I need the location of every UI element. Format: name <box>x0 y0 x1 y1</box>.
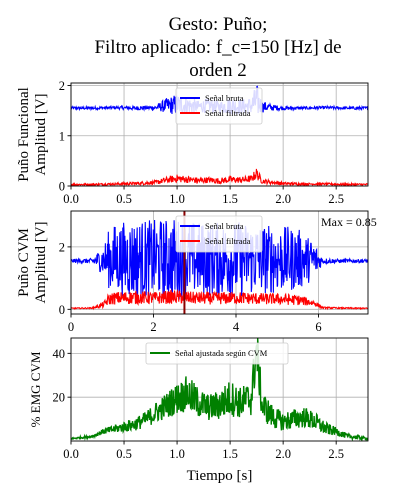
legend-entry-0: Señal bruta <box>205 93 244 103</box>
x-tick-label: 0.0 <box>63 447 79 461</box>
x-tick-label: 0.5 <box>116 192 132 206</box>
y-tick-label: 40 <box>53 347 66 361</box>
x-tick-label: 2.5 <box>328 192 344 206</box>
x-tick-label: 2.0 <box>275 192 291 206</box>
y-axis-label: % EMG CVM <box>28 351 43 427</box>
legend-entry-1: Señal filtrada <box>205 236 251 246</box>
y-axis-label: Amplitud [V] <box>33 221 49 303</box>
legend: Señal ajustada según CVM <box>146 343 288 364</box>
legend: Señal bruta Señal filtrada <box>176 88 262 124</box>
x-tick-label: 1.5 <box>222 447 238 461</box>
x-tick-label: 4 <box>233 320 240 334</box>
x-tick-label: 0.5 <box>116 447 132 461</box>
x-axis-label: Tiempo [s] <box>187 468 253 484</box>
x-tick-label: 0 <box>68 320 74 334</box>
subplot-funcional: 0.0 0.5 1.0 1.5 2.0 2.5 0 1 2 Puño Funcional Ampli… <box>16 79 368 206</box>
x-tick-label: 2 <box>150 320 156 334</box>
x-tick-label: 2.0 <box>275 447 291 461</box>
figure-title-line-3: orden 2 <box>189 60 247 81</box>
legend-entry-0: Señal ajustada según CVM <box>175 348 268 358</box>
x-tick-label: 1.0 <box>169 192 185 206</box>
legend-entry-1: Señal filtrada <box>205 108 251 118</box>
subplot-emg: 0.0 0.5 1.0 1.5 2.0 2.5 20 40 % EMG CVM Tiempo [s… <box>28 338 368 484</box>
legend: Señal bruta Señal filtrada <box>176 216 262 252</box>
y-tick-label: 1 <box>59 129 65 143</box>
y-tick-label: 0 <box>59 303 65 317</box>
x-tick-label: 6 <box>315 320 321 334</box>
y-axis-label: Amplitud [V] <box>33 93 49 175</box>
x-tick-label: 1.0 <box>169 447 185 461</box>
y-axis-label: Puño CVM <box>16 228 32 297</box>
x-tick-label: 0.0 <box>63 192 79 206</box>
figure-title-line-1: Gesto: Puño; <box>169 14 268 35</box>
series-line-1 <box>71 169 368 186</box>
x-tick-label: 2.5 <box>328 447 344 461</box>
y-tick-label: 2 <box>59 79 65 93</box>
legend-entry-0: Señal bruta <box>205 221 244 231</box>
y-tick-label: 2 <box>59 240 65 254</box>
figure-title-line-2: Filtro aplicado: f_c=150 [Hz] de <box>94 37 341 58</box>
y-tick-label: 20 <box>53 391 66 405</box>
x-tick-label: 1.5 <box>222 192 238 206</box>
max-annotation: Max = 0.85 <box>321 215 377 229</box>
y-tick-label: 0 <box>59 180 65 194</box>
y-axis-label: Puño Funcional <box>16 87 32 182</box>
